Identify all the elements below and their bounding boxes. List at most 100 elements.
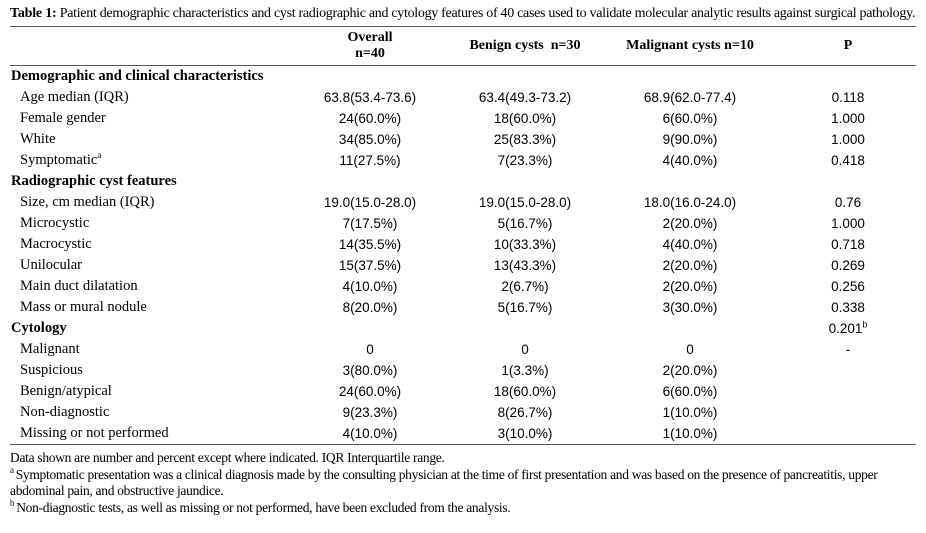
p-value: 0.418 — [831, 153, 865, 168]
table-row: Female gender 24(60.0%) 18(60.0%) 6(60.0… — [10, 108, 916, 129]
benign-value: 18(60.0%) — [493, 111, 557, 126]
row-label-cell: Cytology — [10, 318, 290, 339]
malignant-value: 3(30.0%) — [662, 300, 718, 315]
table-row: Microcystic 7(17.5%) 5(16.7%) 2(20.0%) 1… — [10, 213, 916, 234]
benign-value: 8(26.7%) — [497, 405, 553, 420]
benign-value: 5(16.7%) — [497, 300, 553, 315]
malignant-value: 1(10.0%) — [600, 423, 780, 445]
benign-value: 7(23.3%) — [497, 153, 553, 168]
header-overall-line2: n=40 — [355, 46, 385, 61]
overall-value — [290, 171, 450, 192]
overall-value: 63.8(53.4-73.6) — [323, 90, 417, 105]
table-caption: Table 1: Patient demographic characteris… — [10, 5, 916, 22]
footnote-b: b Non-diagnostic tests, as well as missin… — [10, 499, 916, 517]
overall-value: 34(85.0%) — [338, 132, 402, 147]
row-label: Non-diagnostic — [20, 404, 110, 420]
malignant-value: 2(20.0%) — [662, 279, 718, 294]
overall-value: 19.0(15.0-28.0) — [323, 195, 417, 210]
overall-value: 15(37.5%) — [338, 258, 402, 273]
table-row: Size, cm median (IQR) 19.0(15.0-28.0) 19… — [10, 192, 916, 213]
footnote-general: Data shown are number and percent except… — [10, 450, 916, 467]
overall-value — [290, 318, 450, 339]
p-value-cell: 1.000 — [780, 129, 916, 150]
row-label-cell: Size, cm median (IQR) — [10, 192, 290, 213]
table-row: Suspicious 3(80.0%) 1(3.3%) 2(20.0%) — [10, 360, 916, 381]
benign-value: 18(60.0%) — [493, 384, 557, 399]
overall-value — [290, 66, 450, 88]
malignant-value: 4(40.0%) — [662, 237, 718, 252]
p-value-cell: 1.000 — [780, 108, 916, 129]
row-label-cell: Benign/atypical — [10, 381, 290, 402]
p-value-cell: 0.269 — [780, 255, 916, 276]
benign-value: 10(33.3%) — [493, 237, 557, 252]
table-row: Age median (IQR) 63.8(53.4-73.6) 63.4(49… — [10, 87, 916, 108]
malignant-value: 68.9(62.0-77.4) — [643, 90, 737, 105]
footnotes: Data shown are number and percent except… — [10, 450, 916, 516]
table-row: White 34(85.0%) 25(83.3%) 9(90.0%) 1.000 — [10, 129, 916, 150]
table-row: Benign/atypical 24(60.0%) 18(60.0%) 6(60… — [10, 381, 916, 402]
row-label-cell: Mass or mural nodule — [10, 297, 290, 318]
benign-value: 2(6.7%) — [501, 279, 549, 294]
overall-value: 4(10.0%) — [290, 423, 450, 445]
row-label-cell: Female gender — [10, 108, 290, 129]
header-p: P — [780, 26, 916, 66]
table-row: Main duct dilatation 4(10.0%) 2(6.7%) 2(… — [10, 276, 916, 297]
malignant-value: 9(90.0%) — [662, 132, 718, 147]
malignant-value — [600, 171, 780, 192]
header-malignant: Malignant cysts n=10 — [600, 26, 780, 66]
benign-value: 13(43.3%) — [493, 258, 557, 273]
row-label-cell: Unilocular — [10, 255, 290, 276]
p-value: 0.118 — [831, 90, 865, 105]
overall-value: 11(27.5%) — [339, 153, 401, 168]
row-label: Missing or not performed — [20, 425, 169, 441]
row-label-cell: Malignant — [10, 339, 290, 360]
p-value: 0.718 — [831, 237, 865, 252]
p-value: 1.000 — [831, 111, 865, 126]
overall-value: 14(35.5%) — [338, 237, 402, 252]
row-label: Macrocystic — [20, 236, 92, 252]
row-label-cell: White — [10, 129, 290, 150]
overall-value: 24(60.0%) — [338, 111, 402, 126]
table-row: Cytology 0.201b — [10, 318, 916, 339]
row-label: Symptomatic — [20, 152, 98, 168]
footnote-a: a Symptomatic presentation was a clinical… — [10, 466, 916, 500]
p-value-cell — [780, 381, 916, 402]
footnote-a-text: Symptomatic presentation was a clinical … — [10, 466, 878, 499]
p-value: 0.76 — [834, 195, 862, 210]
row-label-cell: Non-diagnostic — [10, 402, 290, 423]
row-label: Demographic and clinical characteristics — [11, 68, 264, 84]
row-label-cell: Main duct dilatation — [10, 276, 290, 297]
malignant-value: 1(10.0%) — [662, 405, 718, 420]
table-row: Non-diagnostic 9(23.3%) 8(26.7%) 1(10.0%… — [10, 402, 916, 423]
table-row: Malignant 0 0 0 - — [10, 339, 916, 360]
header-empty-cell — [10, 26, 290, 66]
row-label: Age median (IQR) — [20, 89, 129, 105]
row-label-cell: Macrocystic — [10, 234, 290, 255]
header-row: Overall n=40 Benign cysts n=30 Malignant… — [10, 26, 916, 66]
benign-value: 1(3.3%) — [501, 363, 549, 378]
row-label: White — [20, 131, 56, 147]
table-row: Radiographic cyst features — [10, 171, 916, 192]
overall-value: 7(17.5%) — [342, 216, 398, 231]
overall-value: 24(60.0%) — [338, 384, 402, 399]
overall-value: 3(80.0%) — [342, 363, 398, 378]
p-value-cell — [780, 66, 916, 88]
p-value-cell — [780, 360, 916, 381]
row-label: Mass or mural nodule — [20, 299, 147, 315]
row-label: Unilocular — [20, 257, 83, 273]
malignant-value: 6(60.0%) — [662, 384, 718, 399]
benign-value: 25(83.3%) — [493, 132, 557, 147]
header-overall-line1: Overall — [347, 30, 393, 45]
malignant-value: 0 — [686, 342, 694, 357]
row-label-cell: Microcystic — [10, 213, 290, 234]
malignant-value: 4(40.0%) — [662, 153, 718, 168]
p-value-cell: 0.76 — [780, 192, 916, 213]
p-value-cell — [780, 171, 916, 192]
overall-value: 9(23.3%) — [342, 405, 398, 420]
malignant-value: 6(60.0%) — [662, 111, 718, 126]
overall-value: 4(10.0%) — [342, 279, 398, 294]
row-label: Size, cm median (IQR) — [20, 194, 155, 210]
p-value-cell: - — [780, 339, 916, 360]
row-label: Microcystic — [20, 215, 90, 231]
